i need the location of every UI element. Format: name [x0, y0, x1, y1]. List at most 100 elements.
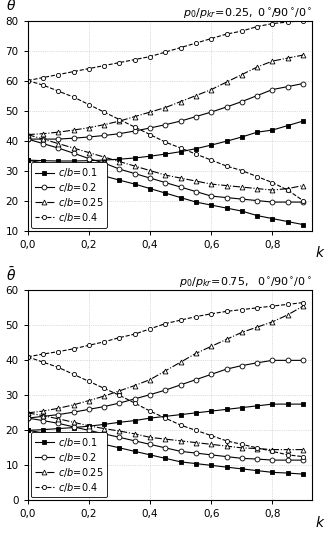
$c/b$=0.25 [209, 441, 213, 447]
$c/b$=0.2 [179, 448, 183, 454]
$c/b$=0.4 [26, 354, 30, 360]
$c/b$=0.2 [87, 427, 91, 434]
$c/b$=0.1 [56, 163, 60, 169]
$c/b$=0.2 [56, 145, 60, 151]
$c/b$=0.2 [148, 441, 152, 447]
$c/b$=0.25 [301, 446, 305, 453]
$c/b$=0.4 [148, 408, 152, 414]
$c/b$=0.1 [179, 194, 183, 201]
$c/b$=0.1 [164, 455, 167, 461]
$c/b$=0.25 [87, 422, 91, 429]
$c/b$=0.25 [102, 154, 106, 160]
$c/b$=0.1 [41, 430, 45, 436]
$c/b$=0.2 [71, 150, 75, 156]
$c/b$=0.4 [164, 415, 167, 421]
Y-axis label: $\bar{\theta}$: $\bar{\theta}$ [6, 266, 16, 284]
$c/b$=0.1 [224, 464, 228, 470]
Line: $c/b$=0.1: $c/b$=0.1 [25, 158, 305, 226]
Line: $c/b$=0.4: $c/b$=0.4 [25, 355, 305, 459]
$c/b$=0.1 [194, 199, 198, 205]
$c/b$=0.25 [255, 445, 259, 452]
Line: $c/b$=0.2: $c/b$=0.2 [25, 137, 306, 205]
$c/b$=0.25 [56, 415, 60, 422]
$c/b$=0.1 [118, 445, 121, 451]
$c/b$=0.4 [255, 445, 259, 451]
$c/b$=0.2 [148, 175, 152, 181]
$c/b$=0.1 [255, 467, 259, 474]
$c/b$=0.4 [270, 179, 274, 186]
$c/b$=0.25 [209, 181, 213, 187]
$c/b$=0.2 [224, 453, 228, 460]
$c/b$=0.4 [179, 422, 183, 428]
$c/b$=0.25 [255, 185, 259, 192]
$c/b$=0.4 [194, 427, 198, 434]
$c/b$=0.4 [255, 174, 259, 180]
$c/b$=0.25 [71, 419, 75, 426]
Y-axis label: $\bar{\theta}$: $\bar{\theta}$ [6, 0, 16, 14]
$c/b$=0.25 [301, 183, 305, 189]
$c/b$=0.1 [102, 173, 106, 179]
$c/b$=0.4 [102, 109, 106, 115]
$c/b$=0.25 [118, 428, 121, 434]
$c/b$=0.25 [26, 410, 30, 416]
$c/b$=0.1 [148, 185, 152, 192]
$c/b$=0.4 [148, 131, 152, 138]
$c/b$=0.1 [26, 427, 30, 434]
$c/b$=0.2 [194, 189, 198, 195]
$c/b$=0.1 [56, 433, 60, 439]
Text: $k$: $k$ [315, 245, 326, 260]
$c/b$=0.25 [56, 140, 60, 147]
$c/b$=0.4 [87, 378, 91, 384]
$c/b$=0.25 [240, 184, 244, 190]
$c/b$=0.2 [301, 199, 305, 205]
$c/b$=0.1 [133, 181, 137, 187]
$c/b$=0.2 [224, 194, 228, 201]
$c/b$=0.1 [71, 166, 75, 172]
$c/b$=0.25 [87, 150, 91, 156]
$c/b$=0.4 [240, 441, 244, 447]
Line: $c/b$=0.2: $c/b$=0.2 [25, 415, 306, 462]
$c/b$=0.2 [56, 420, 60, 427]
$c/b$=0.25 [270, 446, 274, 453]
$c/b$=0.1 [209, 462, 213, 468]
$c/b$=0.25 [41, 412, 45, 419]
$c/b$=0.2 [118, 166, 121, 172]
$c/b$=0.1 [102, 441, 106, 447]
$c/b$=0.25 [148, 434, 152, 441]
$c/b$=0.25 [179, 175, 183, 181]
$c/b$=0.25 [164, 436, 167, 442]
$c/b$=0.1 [255, 213, 259, 219]
$c/b$=0.2 [102, 160, 106, 166]
$c/b$=0.1 [301, 222, 305, 228]
$c/b$=0.25 [26, 131, 30, 138]
$c/b$=0.2 [118, 434, 121, 441]
$c/b$=0.1 [179, 459, 183, 465]
$c/b$=0.4 [118, 116, 121, 123]
$c/b$=0.25 [286, 446, 290, 453]
$c/b$=0.1 [71, 435, 75, 442]
$c/b$=0.1 [26, 157, 30, 163]
$c/b$=0.2 [41, 140, 45, 147]
$c/b$=0.25 [194, 178, 198, 184]
$c/b$=0.1 [286, 218, 290, 225]
$c/b$=0.1 [164, 190, 167, 197]
$c/b$=0.2 [286, 457, 290, 464]
$c/b$=0.1 [87, 438, 91, 445]
$c/b$=0.4 [87, 101, 91, 108]
Legend: $c/b$=0.1, $c/b$=0.2, $c/b$=0.25, $c/b$=0.4: $c/b$=0.1, $c/b$=0.2, $c/b$=0.25, $c/b$=… [31, 432, 107, 498]
$c/b$=0.25 [224, 443, 228, 449]
$c/b$=0.4 [194, 151, 198, 158]
$c/b$=0.4 [164, 139, 167, 145]
$c/b$=0.2 [164, 445, 167, 451]
$c/b$=0.2 [87, 155, 91, 162]
$c/b$=0.1 [270, 215, 274, 222]
$c/b$=0.2 [255, 456, 259, 462]
$c/b$=0.1 [148, 452, 152, 458]
$c/b$=0.4 [240, 167, 244, 174]
Line: $c/b$=0.4: $c/b$=0.4 [25, 78, 305, 203]
$c/b$=0.2 [255, 198, 259, 204]
$c/b$=0.4 [41, 82, 45, 88]
$c/b$=0.1 [194, 460, 198, 467]
$c/b$=0.1 [87, 169, 91, 175]
$c/b$=0.2 [286, 199, 290, 205]
